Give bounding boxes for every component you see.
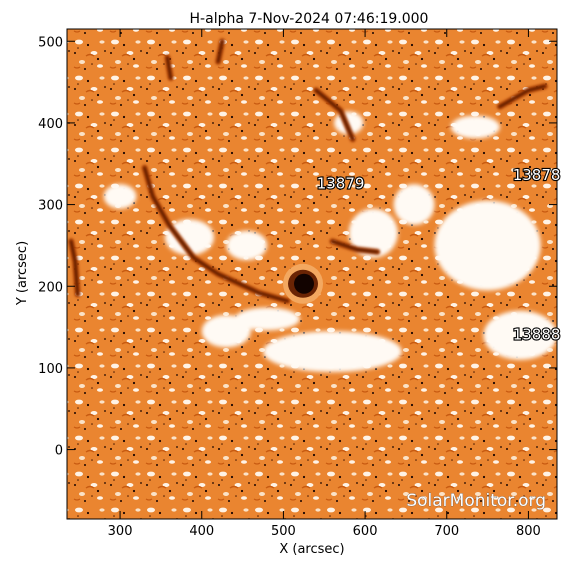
y-axis: 0 100 200 300 400 500 (38, 35, 557, 459)
plage-layer (103, 111, 557, 373)
filament-core (69, 240, 79, 296)
plage-region (393, 184, 435, 225)
x-tick-label: 400 (189, 524, 214, 539)
x-axis: 300 400 500 600 700 800 (108, 29, 541, 539)
plage-region (234, 307, 300, 331)
x-tick-label: 800 (516, 524, 541, 539)
filament-core (166, 56, 172, 80)
filament-layer (68, 38, 548, 304)
y-tick-label: 0 (55, 444, 63, 459)
plage-region (226, 230, 268, 261)
x-tick-label: 700 (434, 524, 459, 539)
chart-title: H-alpha 7-Nov-2024 07:46:19.000 (190, 11, 429, 27)
filament-core (314, 89, 354, 141)
filament-core (331, 240, 379, 254)
plage-region (263, 331, 402, 373)
y-tick-label: 100 (38, 362, 63, 377)
plage-region (165, 219, 214, 256)
sunspot-layer (283, 263, 324, 304)
y-tick-label: 500 (38, 35, 63, 50)
plot-frame (66, 28, 558, 520)
plage-region (450, 115, 500, 139)
x-tick-label: 600 (353, 524, 378, 539)
plage-region (434, 200, 541, 291)
filament-core (216, 40, 224, 63)
image-area (67, 29, 557, 519)
y-axis-label: Y (arcsec) (15, 241, 30, 306)
region-label-13878: 13878 (513, 166, 561, 184)
plage-region (103, 184, 137, 209)
y-tick-label: 300 (38, 199, 63, 214)
plage-region (348, 208, 398, 258)
x-axis-label: X (arcsec) (279, 542, 344, 557)
y-tick-label: 400 (38, 117, 63, 132)
sunspot-umbra (294, 273, 315, 294)
region-label-13888: 13888 (513, 325, 561, 343)
y-tick-label: 200 (38, 280, 63, 295)
filament-core (498, 85, 546, 108)
filament-core (143, 166, 289, 303)
region-labels: 13879 13878 13888 (316, 165, 562, 344)
x-tick-label: 500 (271, 524, 296, 539)
plage-region (483, 310, 557, 360)
region-label-13879: 13879 (317, 174, 365, 192)
x-tick-label: 300 (108, 524, 133, 539)
watermark: SolarMonitor.org (406, 491, 546, 511)
